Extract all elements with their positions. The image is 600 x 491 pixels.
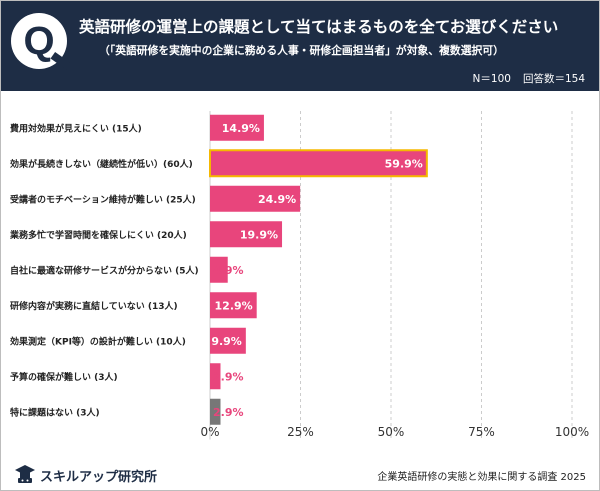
sample-size: N＝100 回答数＝154: [461, 71, 585, 86]
category-label: 効果測定（KPI等）の設計が難しい (10人): [10, 335, 186, 347]
value-label: 59.9%: [385, 157, 423, 170]
bar: [210, 363, 221, 390]
header-banner: Q 英語研修の運営上の課題として当てはまるものを全てお選びください （「英語研修…: [1, 1, 599, 91]
category-label: 費用対効果が見えにくい (15人): [10, 122, 142, 134]
value-label: 12.9%: [215, 299, 253, 312]
bar: [210, 185, 301, 212]
logo-text: スキルアップ研究所: [40, 470, 158, 485]
bar: [209, 149, 428, 178]
x-tick-label: 0%: [200, 425, 219, 439]
bar: [210, 256, 228, 283]
chart-subtitle: （「英語研修を実施中の企業に務める人事・研修企画担当者」が対象、複数選択可）: [99, 44, 504, 57]
bar: [210, 398, 221, 425]
x-tick-label: 100%: [555, 425, 589, 439]
category-label: 業務多忙で学習時間を確保しにくい (20人): [9, 229, 187, 241]
answers-label: 回答数＝154: [522, 73, 585, 85]
category-label: 予算の確保が難しい (3人): [10, 371, 118, 383]
value-label: 14.9%: [222, 122, 260, 135]
bar-chart: 0% 25% 50% 75% 100% 費用対効果が見えにくい (15人) 14.9% 効果が…: [9, 111, 589, 440]
bar: [210, 327, 246, 354]
category-label: 効果が長続きしない（継続性が低い）(60人): [10, 158, 193, 170]
bar: [210, 114, 264, 141]
category-label: 自社に最適な研修サービスが分からない (5人): [10, 264, 199, 276]
n-label: N＝100: [472, 73, 511, 85]
bar: [210, 292, 257, 319]
bar: [210, 221, 283, 248]
source-note: 企業英語研修の実態と効果に関する調査 2025: [377, 472, 586, 483]
value-label: 24.9%: [258, 193, 296, 206]
x-tick-label: 50%: [378, 425, 405, 439]
category-label: 研修内容が実務に直結していない (13人): [10, 300, 178, 312]
category-label: 特に課題はない (3人): [10, 406, 100, 418]
value-label: 9.9%: [211, 335, 242, 348]
value-label: 2.9%: [213, 406, 244, 419]
value-label: 19.9%: [240, 228, 278, 241]
graduation-cap-icon: [15, 465, 35, 483]
value-label: 2.9%: [213, 370, 244, 383]
value-label: 4.9%: [213, 264, 244, 277]
category-label: 受講者のモチベーション維持が難しい (25人): [10, 193, 196, 205]
chart-title: 英語研修の運営上の課題として当てはまるものを全てお選びください: [79, 18, 559, 36]
q-badge: Q: [11, 13, 72, 71]
q-letter: Q: [23, 19, 55, 63]
x-tick-label: 75%: [468, 425, 495, 439]
x-tick-label: 25%: [287, 425, 314, 439]
